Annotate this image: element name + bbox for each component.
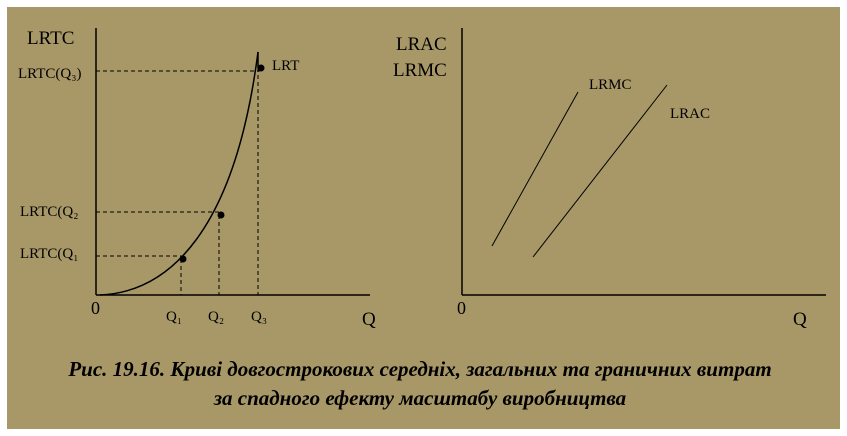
point <box>217 211 225 219</box>
point <box>257 64 265 72</box>
y-axis-label: LRAC <box>396 34 447 55</box>
caption: за спадного ефекту масштабу виробництва <box>213 386 626 410</box>
curve-label: LRT <box>272 58 299 74</box>
x-label: Q₃ <box>251 309 267 325</box>
origin: 0 <box>457 298 466 318</box>
x-axis-label: Q <box>793 309 807 330</box>
y-label: LRTC(Q₂ <box>20 204 79 220</box>
x-label: Q₁ <box>166 309 182 325</box>
left-panel: LRTC LRTC(Q₃) LRTC(Q₂ LRTC(Q₁ 0 Q₁ Q₂ Q₃… <box>18 28 376 330</box>
right-panel: LRAC LRMC 0 Q LRMC LRAC <box>393 28 826 330</box>
y-label: LRTC(Q₁ <box>20 246 79 262</box>
lrac-line <box>532 84 668 258</box>
point <box>179 255 187 263</box>
lrmc-line <box>491 91 579 247</box>
origin: 0 <box>91 298 100 318</box>
x-axis-label: Q <box>362 309 376 330</box>
y-label: LRTC(Q₃) <box>18 66 82 82</box>
x-label: Q₂ <box>208 309 224 325</box>
line-label: LRAC <box>670 106 710 122</box>
y-axis-label: LRTC <box>27 28 74 49</box>
background <box>7 7 840 429</box>
caption: Рис. 19.16. Криві довгострокових середні… <box>67 357 771 381</box>
y-axis-label: LRMC <box>393 60 447 81</box>
line-label: LRMC <box>589 77 632 93</box>
lrtc-curve <box>99 51 259 296</box>
